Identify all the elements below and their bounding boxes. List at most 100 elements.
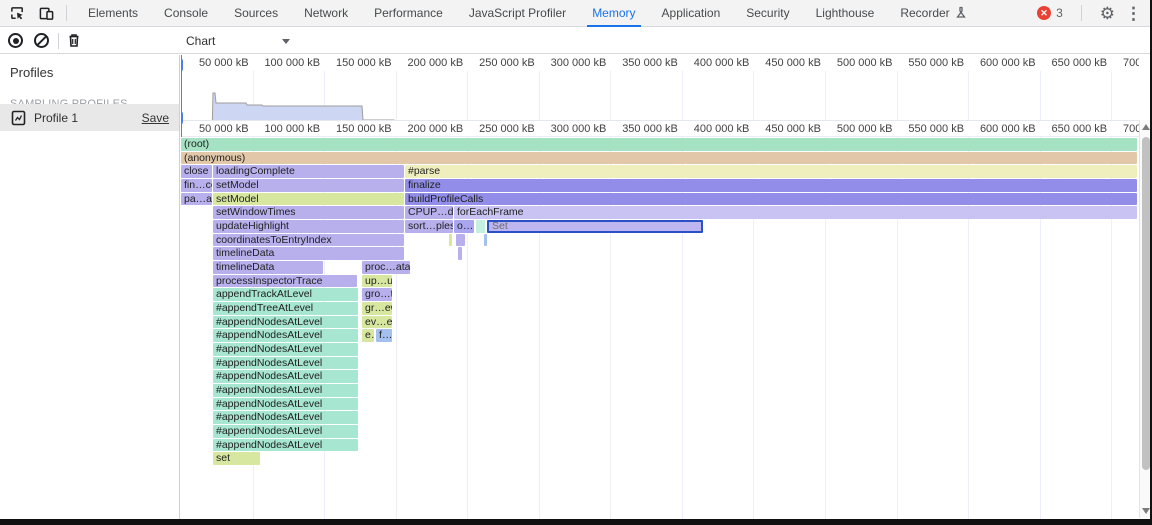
ruler-tick-label: 700 000 kB [1123, 57, 1139, 69]
flame-box-gro-ts[interactable]: gro…ts [362, 288, 392, 301]
flame-box-timelinedata[interactable]: timelineData [213, 247, 404, 260]
ruler-tick-label: 500 000 kB [836, 123, 893, 135]
tab-sources[interactable]: Sources [234, 5, 279, 20]
scrollbar-thumb[interactable] [1141, 137, 1150, 470]
flame-box--appendtreeatlevel[interactable]: #appendTreeAtLevel [213, 301, 358, 315]
panel-tabs: Elements Console Sources Network Performance… [75, 0, 980, 27]
flame-box--appendnodesatlevel[interactable]: #appendNodesAtLevel [213, 342, 358, 356]
tab-recorder[interactable]: Recorder [887, 0, 979, 27]
flame-box[interactable] [458, 247, 462, 260]
ruler-tick-label: 500 000 kB [836, 57, 893, 69]
flame-box-processinspectortrace[interactable]: processInspectorTrace [213, 274, 357, 288]
ruler-tick-label: 650 000 kB [1051, 57, 1108, 69]
flame-box-fin-ce[interactable]: fin…ce [181, 178, 212, 192]
ruler-tick-label: 50 000 kB [199, 123, 249, 135]
memory-ruler-top: 50 000 kB 100 000 kB 150 000 kB 200 000 kB 2… [181, 55, 1139, 71]
flame-box-sort-ples[interactable]: sort…ples [405, 219, 453, 233]
flame-box-cpup-del[interactable]: CPUP…del [405, 206, 453, 219]
save-profile-link[interactable]: Save [141, 110, 169, 125]
sidebar-item-profile-1[interactable]: Profile 1 Save [0, 104, 179, 131]
ruler-tick-label: 200 000 kB [407, 57, 464, 69]
flame-box-proc-ata[interactable]: proc…ata [362, 260, 410, 274]
flame-box-ev-ew[interactable]: ev…ew [362, 315, 392, 329]
scroll-down-icon[interactable] [1141, 508, 1150, 514]
scroll-up-icon[interactable] [1141, 124, 1150, 130]
tab-memory[interactable]: Memory [579, 0, 648, 27]
flame-box--appendnodesatlevel[interactable]: #appendNodesAtLevel [213, 438, 358, 452]
error-badge-icon[interactable]: ✕ [1037, 6, 1052, 20]
flame-box-close[interactable]: close [181, 165, 212, 178]
tab-application[interactable]: Application [661, 5, 721, 20]
flame-box-appendtrackatlevel[interactable]: appendTrackAtLevel [213, 288, 358, 301]
tab-security[interactable]: Security [746, 5, 790, 20]
tab-network[interactable]: Network [304, 5, 349, 20]
flame-chart[interactable]: (root) (anonymous) close loadingComplete #pa… [181, 138, 1139, 519]
ruler-tick-label: 350 000 kB [622, 57, 678, 69]
flame-box--appendnodesatlevel[interactable]: #appendNodesAtLevel [213, 424, 358, 438]
profile-document-icon [11, 110, 26, 125]
flame-box-gr-ew[interactable]: gr…ew [362, 301, 392, 315]
flame-box-buildprofilecalls[interactable]: buildProfileCalls [405, 192, 1137, 206]
flame-box--appendnodesatlevel[interactable]: #appendNodesAtLevel [213, 315, 358, 329]
flame-box--appendnodesatlevel[interactable]: #appendNodesAtLevel [213, 397, 358, 411]
ruler-tick-label: 550 000 kB [908, 123, 965, 135]
inspect-element-icon[interactable] [10, 6, 25, 21]
tabbar-right-controls: ✕ 3 ⚙ ⋮ [1037, 5, 1152, 22]
flame-box[interactable] [449, 233, 452, 247]
flame-box[interactable] [476, 219, 485, 233]
flame-box--anonymous-[interactable]: (anonymous) [181, 151, 1137, 165]
tab-performance[interactable]: Performance [374, 5, 443, 20]
tab-javascript-profiler[interactable]: JavaScript Profiler [468, 5, 567, 20]
ruler-tick-label: 450 000 kB [765, 57, 821, 69]
window-right-edge [1150, 0, 1152, 525]
flame-box-finalize[interactable]: finalize [405, 178, 1137, 192]
kebab-menu-icon[interactable]: ⋮ [1125, 3, 1142, 23]
clear-profiles-button[interactable] [34, 33, 49, 48]
settings-gear-icon[interactable]: ⚙ [1099, 3, 1115, 23]
flame-box--appendnodesatlevel[interactable]: #appendNodesAtLevel [213, 329, 358, 342]
tabbar-divider [1080, 5, 1082, 21]
flame-box-set[interactable]: Set [487, 219, 703, 233]
ruler-tick-label: 600 000 kB [979, 123, 1036, 135]
flame-box-loadingcomplete[interactable]: loadingComplete [213, 165, 404, 178]
error-count[interactable]: 3 [1056, 6, 1063, 20]
flame-box-setmodel[interactable]: setModel [213, 192, 404, 206]
flame-box-set[interactable]: set [213, 452, 260, 465]
device-toolbar-icon[interactable] [39, 6, 54, 21]
flame-box-f-r[interactable]: f…r [376, 329, 392, 342]
flame-box[interactable] [484, 233, 487, 247]
flame-box-e-[interactable]: e… [362, 329, 374, 342]
flame-box--appendnodesatlevel[interactable]: #appendNodesAtLevel [213, 411, 358, 424]
ruler-tick-label: 150 000 kB [335, 123, 392, 135]
flame-box-pa-at[interactable]: pa…at [181, 192, 212, 206]
vertical-scrollbar[interactable] [1139, 120, 1150, 518]
record-heap-profile-button[interactable] [8, 33, 23, 48]
flame-box[interactable] [456, 233, 465, 247]
flame-box-foreachframe[interactable]: forEachFrame [454, 206, 1137, 219]
sidebar-title: Profiles [10, 65, 54, 80]
view-mode-select[interactable]: Chart [186, 31, 298, 51]
devtools-tabbar: Elements Console Sources Network Performance… [0, 0, 1152, 27]
tab-lighthouse[interactable]: Lighthouse [815, 5, 875, 20]
window-bottom-edge [0, 519, 1152, 525]
flame-box-setmodel[interactable]: setModel [213, 178, 404, 192]
flame-box--appendnodesatlevel[interactable]: #appendNodesAtLevel [213, 356, 358, 370]
flame-box-coordinatestoentryindex[interactable]: coordinatesToEntryIndex [213, 233, 404, 247]
ruler-tick-label: 300 000 kB [550, 57, 607, 69]
flame-box-o-k[interactable]: o…k [454, 219, 474, 233]
flame-box--parse[interactable]: #parse [405, 165, 1137, 178]
flame-box-up-up[interactable]: up…up [362, 274, 392, 288]
flame-box--appendnodesatlevel[interactable]: #appendNodesAtLevel [213, 383, 358, 397]
tab-console[interactable]: Console [164, 5, 209, 20]
delete-profile-icon[interactable] [66, 32, 82, 49]
flame-box-timelinedata[interactable]: timelineData [213, 260, 323, 274]
flame-box-updatehighlight[interactable]: updateHighlight [213, 219, 404, 233]
memory-panel-toolbar: Chart [0, 28, 1152, 54]
ruler-tick-label: 650 000 kB [1051, 123, 1108, 135]
flame-box--root-[interactable]: (root) [181, 138, 1137, 151]
ruler-tick-label: 50 000 kB [199, 57, 249, 69]
flame-box--appendnodesatlevel[interactable]: #appendNodesAtLevel [213, 370, 358, 383]
overview-range-handle[interactable] [181, 55, 183, 137]
flame-box-setwindowtimes[interactable]: setWindowTimes [213, 206, 404, 219]
tab-elements[interactable]: Elements [88, 5, 139, 20]
